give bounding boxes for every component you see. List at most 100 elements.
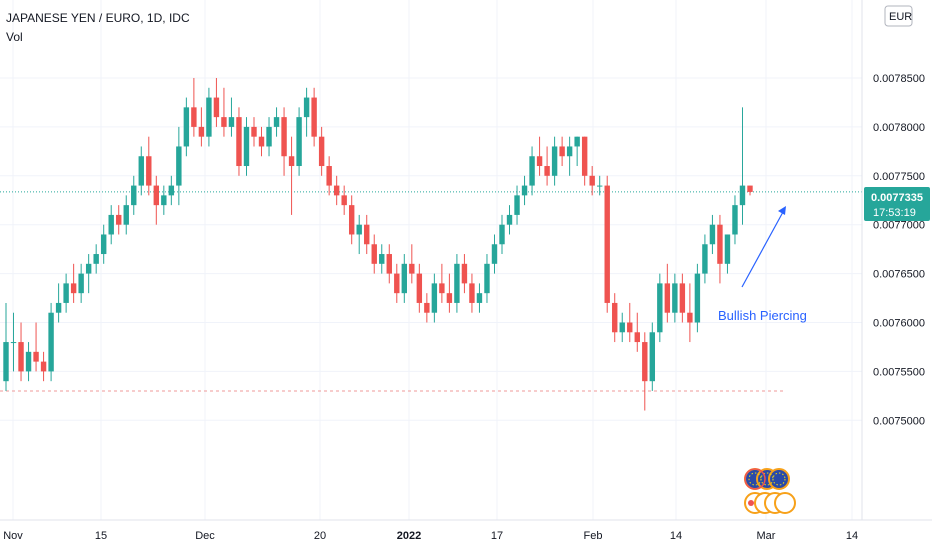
candle-body: [63, 283, 69, 303]
candle: [649, 322, 656, 391]
candle: [228, 97, 235, 137]
time-tick-label: 17: [491, 530, 503, 542]
candle: [161, 185, 167, 215]
candle-body: [333, 185, 340, 196]
candle: [288, 136, 295, 215]
candle: [521, 175, 528, 206]
time-tick-label: Nov: [3, 530, 23, 542]
candle-body: [657, 283, 663, 333]
price-tick-label: 0.0078000: [873, 122, 925, 134]
candle: [183, 97, 190, 157]
candle: [138, 146, 144, 196]
candle: [153, 175, 160, 225]
candle: [574, 136, 580, 167]
candle-body: [499, 224, 505, 245]
candle-body: [446, 293, 453, 303]
annotation-label[interactable]: Bullish Piercing: [718, 308, 807, 323]
candle-body: [431, 283, 438, 313]
candle: [529, 146, 535, 196]
time-axis[interactable]: Nov 15 Dec 20 2022 17 Feb 14 Mar 14: [3, 530, 858, 542]
candle-body: [198, 126, 205, 137]
candle-body: [288, 156, 295, 167]
candle-body: [536, 156, 543, 167]
candle: [191, 78, 197, 137]
candle: [311, 87, 317, 147]
candle: [379, 244, 385, 274]
candle: [213, 78, 220, 127]
candle: [123, 195, 129, 235]
currency-button[interactable]: EUR: [884, 5, 913, 27]
candle-body: [694, 273, 701, 323]
candle-body: [236, 117, 242, 167]
candle: [627, 302, 633, 343]
price-tick-label: 0.0075000: [873, 415, 925, 427]
eu-flag-icon[interactable]: [768, 468, 790, 490]
candle-body: [506, 214, 513, 225]
price-axis[interactable]: 0.0078500 0.0078000 0.0077500 0.0077000 0.00…: [873, 73, 925, 427]
annotation-arrow[interactable]: [741, 206, 786, 288]
current-price-value: 0.0077335: [871, 192, 923, 204]
candle-body: [484, 263, 490, 294]
candle: [48, 302, 54, 382]
candle: [559, 136, 565, 167]
candle: [416, 263, 423, 313]
candle-body: [724, 234, 731, 264]
candle-body: [48, 312, 54, 372]
events-icons[interactable]: [744, 468, 796, 514]
candle: [612, 293, 618, 343]
candle: [356, 214, 362, 255]
candle: [544, 146, 550, 186]
candle: [198, 107, 205, 147]
chart-title[interactable]: JAPANESE YEN / EURO, 1D, IDC: [6, 11, 190, 25]
event-dot-icon: [748, 500, 754, 506]
candle: [176, 126, 182, 206]
candle: [679, 273, 686, 323]
candle-body: [161, 195, 167, 206]
candle: [116, 205, 122, 235]
candle: [100, 224, 107, 264]
candle-body: [206, 97, 212, 137]
candle-body: [476, 293, 483, 303]
candle: [236, 107, 242, 176]
candle-body: [100, 234, 107, 255]
candle-body: [183, 107, 190, 147]
event-circle[interactable]: [774, 492, 796, 514]
candle: [40, 351, 47, 382]
candle-body: [10, 342, 17, 344]
candle-body: [326, 166, 332, 186]
candle-body: [33, 351, 39, 362]
candle: [3, 302, 9, 391]
candle-body: [559, 146, 565, 157]
candle: [401, 254, 408, 303]
candle-body: [108, 214, 114, 235]
candle-body: [612, 302, 618, 333]
candle-body: [416, 273, 423, 303]
candle-body: [469, 283, 475, 303]
candle: [131, 175, 137, 215]
candle: [93, 244, 99, 274]
candle: [318, 126, 325, 176]
volume-label[interactable]: Vol: [6, 30, 23, 44]
candle: [604, 175, 610, 313]
arrow-head: [778, 206, 786, 215]
eu-stars-icon: [772, 472, 786, 486]
candle-body: [356, 224, 362, 235]
candle-body: [221, 117, 227, 127]
candle-body: [296, 117, 302, 167]
candle: [333, 175, 340, 206]
candle: [634, 312, 640, 352]
candle-body: [85, 263, 92, 274]
candle: [341, 185, 347, 215]
current-price-badge: 0.0077335 17:53:19: [864, 187, 930, 221]
candle: [206, 87, 212, 147]
candle: [168, 175, 175, 206]
candle: [394, 263, 400, 303]
candle: [296, 107, 302, 176]
candle-body: [371, 244, 377, 264]
candle-body: [55, 302, 62, 313]
candle-body: [191, 107, 197, 127]
candle-body: [25, 351, 32, 372]
time-tick-label: Feb: [584, 530, 603, 542]
